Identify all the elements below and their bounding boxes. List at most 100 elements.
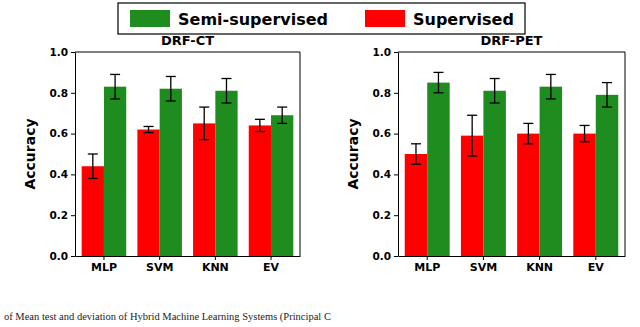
error-line xyxy=(438,72,439,92)
error-bar xyxy=(580,125,590,141)
axis-line xyxy=(399,256,626,257)
error-line xyxy=(148,126,149,132)
error-line xyxy=(282,107,283,123)
tick-label: 0.8 xyxy=(49,87,68,99)
error-cap xyxy=(199,139,209,140)
subplot: MLPSVMKNNEV0.00.20.40.60.81.0DRF-CTAccur… xyxy=(22,33,301,274)
tick: 0.6 xyxy=(49,127,75,139)
tick: 0.4 xyxy=(49,168,75,180)
caption: of Mean test and deviation of Hybrid Mac… xyxy=(4,311,331,323)
y-axis: 0.0 0.2 0.4 0.6 0.8 1.0 xyxy=(372,46,398,262)
error-line xyxy=(114,74,115,98)
error-cap xyxy=(221,102,231,103)
error-bar xyxy=(411,144,421,164)
tick: 0.0 xyxy=(372,250,398,262)
error-cap xyxy=(523,123,533,124)
error-cap xyxy=(277,123,287,124)
error-cap xyxy=(546,98,556,99)
bar xyxy=(137,130,159,256)
error-cap xyxy=(602,82,612,83)
axis-line xyxy=(75,53,76,257)
error-line xyxy=(259,119,260,131)
tick-label: 0.6 xyxy=(49,127,68,139)
tick: KNN xyxy=(202,256,229,274)
legend-label: Semi-supervised xyxy=(178,10,328,29)
tick-mark xyxy=(71,134,75,135)
tick: SVM xyxy=(470,256,497,274)
error-cap xyxy=(110,98,120,99)
error-bar xyxy=(199,107,209,140)
bar xyxy=(573,134,595,256)
error-line xyxy=(204,107,205,140)
bar xyxy=(596,95,618,256)
frame xyxy=(300,52,301,256)
tick-label: MLP xyxy=(414,261,440,274)
error-cap xyxy=(490,102,500,103)
x-axis: MLPSVMKNNEV xyxy=(76,256,301,274)
tick-label: 1.0 xyxy=(49,46,68,58)
tick-mark xyxy=(71,215,75,216)
x-axis: MLP SVM KNN EV xyxy=(399,256,626,274)
error-cap xyxy=(411,143,421,144)
tick: EV xyxy=(263,256,280,274)
error-bar xyxy=(277,107,287,123)
tick-mark xyxy=(394,52,398,53)
tick-label: 1.0 xyxy=(372,46,391,58)
tick-mark xyxy=(595,256,596,260)
tick-mark xyxy=(483,256,484,260)
tick-label: KNN xyxy=(526,261,553,274)
error-cap xyxy=(88,178,98,179)
subplot: MLPSVMKNNEV0.00.20.40.60.81.0DRF-PETAccu… xyxy=(345,33,626,274)
error-cap xyxy=(166,100,176,101)
error-bar xyxy=(144,126,154,132)
axis-line xyxy=(76,256,301,257)
tick-label: SVM xyxy=(470,261,497,274)
error-cap xyxy=(411,164,421,165)
tick-label: 0.6 xyxy=(372,127,391,139)
tick-mark xyxy=(71,174,75,175)
axis-title: Accuracy xyxy=(345,118,361,189)
error-line xyxy=(494,79,495,103)
bar xyxy=(215,91,237,256)
error-cap xyxy=(467,115,477,116)
bar xyxy=(540,87,562,256)
bar xyxy=(193,123,215,256)
tick-mark xyxy=(71,93,75,94)
frame xyxy=(75,52,300,53)
legend-swatch xyxy=(130,10,170,27)
error-cap xyxy=(546,74,556,75)
bar xyxy=(82,166,104,256)
error-cap xyxy=(523,143,533,144)
frame xyxy=(398,52,625,53)
tick: EV xyxy=(588,256,605,274)
tick: 0.2 xyxy=(372,209,398,221)
error-cap xyxy=(433,92,443,93)
bar xyxy=(427,83,449,256)
tick-label: 0.4 xyxy=(49,168,68,180)
tick: 0.2 xyxy=(49,209,75,221)
tick: SVM xyxy=(146,256,173,274)
tick-mark xyxy=(394,93,398,94)
error-cap xyxy=(110,74,120,75)
bar xyxy=(271,115,293,256)
bar xyxy=(160,89,182,256)
tick-label: 0.8 xyxy=(372,87,391,99)
error-cap xyxy=(144,126,154,127)
tick-label: 0.4 xyxy=(372,168,391,180)
error-cap xyxy=(144,132,154,133)
plot-area xyxy=(82,74,294,256)
figure: MLPSVMKNNEV0.00.20.40.60.81.0DRF-CTAccur… xyxy=(0,0,640,327)
error-line xyxy=(92,154,93,178)
tick-mark xyxy=(103,256,104,260)
tick-mark xyxy=(215,256,216,260)
legend-box xyxy=(118,3,525,34)
tick: 0.8 xyxy=(372,87,398,99)
error-bar xyxy=(433,72,443,92)
error-line xyxy=(606,83,607,107)
tick: MLP xyxy=(414,256,440,274)
tick-label: EV xyxy=(588,261,605,274)
error-bar xyxy=(523,123,533,143)
axis-title: Accuracy xyxy=(22,118,38,189)
error-cap xyxy=(467,155,477,156)
tick: 0.6 xyxy=(372,127,398,139)
